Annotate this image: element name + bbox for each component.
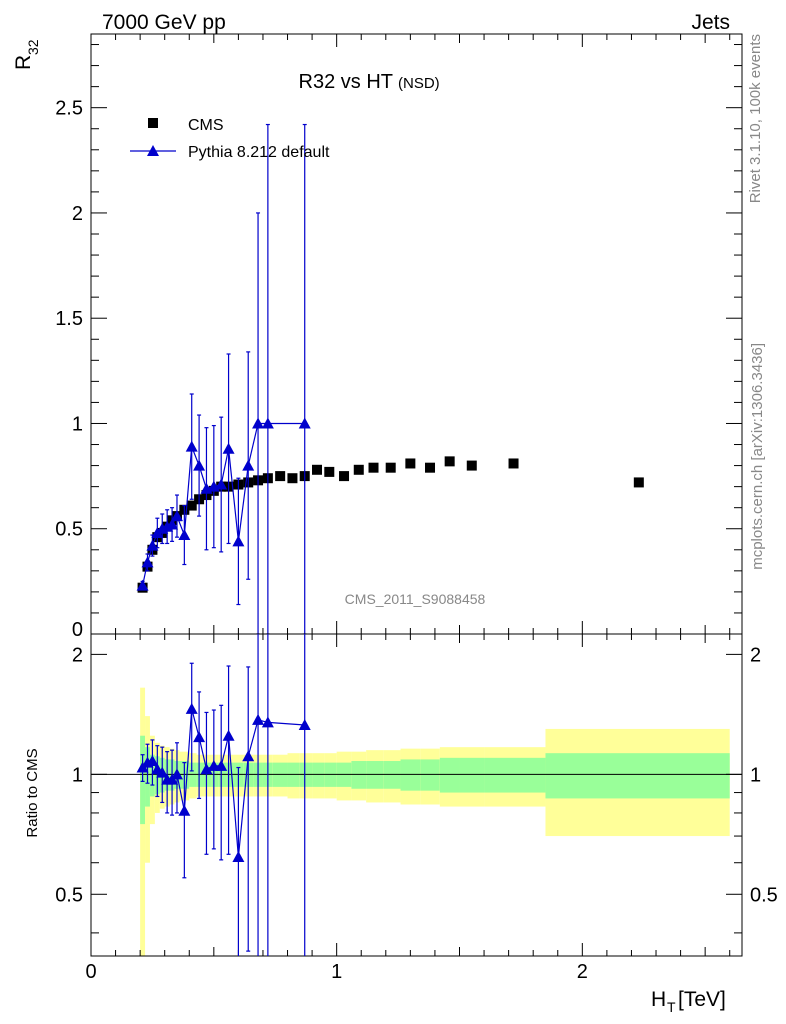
pythia-point xyxy=(242,459,255,471)
cms-point xyxy=(353,464,364,475)
band-inner-bin xyxy=(366,761,384,789)
ratio-y-tick-label-right: 2 xyxy=(750,644,761,666)
y-tick-label: 1.5 xyxy=(55,308,83,330)
y-tick-label: 0 xyxy=(72,619,83,641)
legend-label-cms: CMS xyxy=(188,117,224,134)
cms-point xyxy=(466,460,477,471)
cms-point xyxy=(186,500,197,511)
cms-point xyxy=(287,473,298,484)
pythia-point xyxy=(141,556,154,568)
main-panel: 0 0.5 1 1.5 2 2.5 xyxy=(55,33,743,641)
pythia-ratio-series xyxy=(136,634,311,956)
cms-point xyxy=(312,464,323,475)
pythia-point xyxy=(136,579,149,591)
ratio-point xyxy=(252,713,265,725)
pythia-point xyxy=(222,442,235,454)
cms-point xyxy=(324,466,335,477)
pythia-line xyxy=(142,422,305,586)
ratio-y-tick-label-right: 1 xyxy=(750,764,761,786)
ratio-panel: 0 1 2 0.5 0.5 1 1 2 2 xyxy=(55,633,778,983)
ratio-point xyxy=(185,702,198,714)
pythia-point xyxy=(185,440,198,452)
pythia-point xyxy=(232,535,245,547)
svg-text:H: H xyxy=(651,988,666,1011)
band-inner-bin xyxy=(459,757,485,793)
cms-point xyxy=(339,471,350,482)
band-inner-bin xyxy=(383,761,401,789)
svg-text:R: R xyxy=(12,55,35,70)
ratio-y-tick-label-right: 0.5 xyxy=(750,884,778,906)
band-inner-bin xyxy=(545,753,730,799)
ratio-y-tick-label: 2 xyxy=(72,644,83,666)
pythia-point xyxy=(298,417,311,429)
pythia-point xyxy=(193,459,206,471)
pythia-point xyxy=(166,518,179,530)
cms-point xyxy=(444,456,455,467)
ratio-point xyxy=(242,750,255,762)
y-tick-label: 0.5 xyxy=(55,519,83,541)
pythia-main-series xyxy=(136,123,311,634)
y-tick-label: 2.5 xyxy=(55,98,83,120)
ratio-point xyxy=(215,759,228,771)
legend: CMS Pythia 8.212 default xyxy=(130,117,330,161)
ratio-point xyxy=(193,731,206,743)
pythia-point xyxy=(261,417,274,429)
ratio-point xyxy=(232,851,245,863)
ratio-y-tick-label: 1 xyxy=(72,764,83,786)
ratio-point xyxy=(298,718,311,730)
band-inner-bin xyxy=(400,759,421,791)
ratio-frame xyxy=(90,633,743,957)
legend-marker-pythia xyxy=(147,145,159,156)
svg-text:T: T xyxy=(667,999,676,1015)
header-left: 7000 GeV pp xyxy=(102,11,226,34)
ratio-point xyxy=(261,716,274,728)
y-tick-label: 1 xyxy=(72,413,83,435)
cms-point xyxy=(425,462,436,473)
chart-title: R32 vs HT xyxy=(299,71,393,93)
cms-point xyxy=(368,462,379,473)
cms-point xyxy=(405,458,416,469)
mcplots-label: mcplots.cern.ch [arXiv:1306.3436] xyxy=(749,343,766,570)
svg-text:32: 32 xyxy=(25,39,41,55)
ratio-point xyxy=(222,729,235,741)
cms-point xyxy=(633,477,644,488)
cms-point xyxy=(508,458,519,469)
pythia-point xyxy=(252,417,265,429)
cms-point xyxy=(275,471,286,482)
y-tick-label: 2 xyxy=(72,203,83,225)
ratio-point xyxy=(178,804,191,816)
xlabel: H T [TeV] xyxy=(651,988,726,1015)
ratio-y-tick-label: 0.5 xyxy=(55,884,83,906)
watermark: CMS_2011_S9088458 xyxy=(345,591,486,607)
band-inner-bin xyxy=(420,759,440,791)
x-tick-label: 0 xyxy=(85,961,96,983)
pythia-point xyxy=(178,529,191,541)
ratio-point xyxy=(146,755,159,767)
band-inner-bin xyxy=(439,757,460,793)
legend-label-pythia: Pythia 8.212 default xyxy=(188,144,330,161)
x-tick-label: 1 xyxy=(331,961,342,983)
chart-title-suffix: (NSD) xyxy=(398,75,440,92)
rivet-label: Rivet 3.1.10, 100k events xyxy=(747,34,764,203)
header-right: Jets xyxy=(691,11,730,34)
legend-marker-cms xyxy=(148,118,158,128)
band-inner-bin xyxy=(484,757,546,793)
ratio-point xyxy=(156,766,169,778)
pythia-point xyxy=(170,510,183,522)
band-inner-bin xyxy=(351,761,367,789)
ratio-ylabel: Ratio to CMS xyxy=(24,748,41,837)
x-tick-label: 2 xyxy=(577,961,588,983)
main-ylabel: R 32 xyxy=(12,39,41,70)
pythia-point xyxy=(215,478,228,490)
svg-text:[TeV]: [TeV] xyxy=(678,988,726,1011)
cms-point xyxy=(385,462,396,473)
ratio-point xyxy=(170,768,183,780)
ratio-point xyxy=(200,763,213,775)
